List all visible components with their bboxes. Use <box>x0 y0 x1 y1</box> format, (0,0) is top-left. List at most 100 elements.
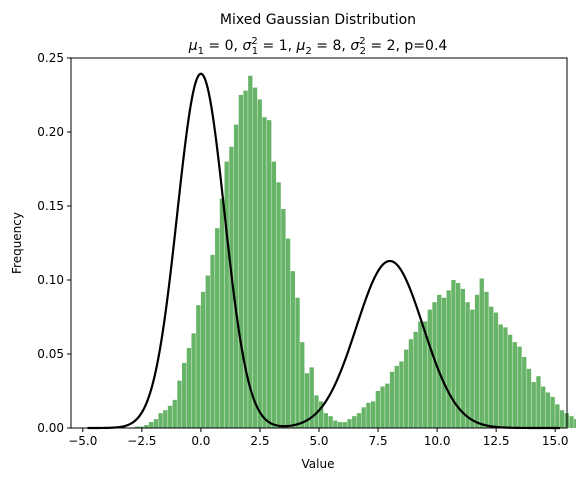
histogram-bar <box>319 401 324 428</box>
histogram-bar <box>385 383 390 428</box>
histogram-bar <box>441 297 447 428</box>
histogram-bar <box>290 271 295 428</box>
histogram-bar <box>262 117 267 428</box>
histogram-bar <box>337 422 343 428</box>
x-tick-label: 2.5 <box>250 434 269 448</box>
histogram-bar <box>163 410 168 428</box>
histogram-bar <box>144 425 149 428</box>
histogram-bar <box>460 288 466 428</box>
histogram-bar <box>432 302 437 428</box>
histogram-bar <box>455 282 461 428</box>
histogram-bar <box>489 306 494 428</box>
subtitle-mu2: 8 <box>332 38 341 54</box>
histogram-bar <box>271 161 277 428</box>
histogram-bar <box>153 419 158 428</box>
histogram-bar <box>536 376 541 428</box>
histogram-bar <box>408 339 414 428</box>
x-tick-label: −5.0 <box>68 434 97 448</box>
histogram-bar <box>309 367 314 428</box>
histogram-bar <box>389 371 395 428</box>
histogram-bar <box>186 348 192 428</box>
histogram-bar <box>404 349 409 428</box>
histogram-bar <box>281 208 286 428</box>
x-axis: −5.0 −2.5 0.0 2.5 5.0 7.5 10.0 12.5 15.0 <box>68 428 569 448</box>
histogram-bar <box>172 399 177 428</box>
histogram-bar <box>333 420 338 428</box>
histogram-bar <box>413 331 418 428</box>
histogram-bar <box>361 407 366 428</box>
histogram-bar <box>370 401 376 428</box>
x-tick-label: 5.0 <box>309 434 328 448</box>
histogram-bar <box>295 297 300 428</box>
histogram-bar <box>205 275 210 428</box>
histogram-bar <box>545 392 551 428</box>
histogram-bar <box>498 324 503 428</box>
histogram-bar <box>446 290 451 428</box>
histogram-bar <box>569 416 574 428</box>
x-tick-label: 12.5 <box>483 434 510 448</box>
histogram-bar <box>479 278 484 428</box>
histogram-bar <box>139 426 144 428</box>
y-tick-label: 0.25 <box>37 51 64 65</box>
histogram-bar <box>347 419 352 428</box>
histogram-bar <box>517 346 522 428</box>
histogram-bar <box>493 312 499 428</box>
histogram-bar <box>233 124 239 428</box>
histogram-bar <box>229 146 234 429</box>
subtitle-p: 0.4 <box>425 38 447 54</box>
histogram-bar <box>238 95 244 428</box>
subtitle-sigma1: 1 <box>279 38 288 54</box>
y-tick-label: 0.10 <box>37 273 64 287</box>
x-tick-label: 0.0 <box>191 434 210 448</box>
histogram-bar <box>196 305 201 428</box>
histogram-bar <box>328 416 333 428</box>
histogram-bar <box>526 368 532 428</box>
y-tick-label: 0.05 <box>37 347 64 361</box>
histogram-bar <box>531 382 536 428</box>
histogram-bar <box>200 291 206 428</box>
histogram-bar <box>257 99 262 428</box>
histogram-bar <box>352 416 357 428</box>
histogram-bar <box>555 404 560 428</box>
subtitle-sigma2: 2 <box>387 38 396 54</box>
histogram-bar <box>574 419 576 428</box>
histogram-bar <box>182 362 187 428</box>
histogram-bar <box>210 254 215 428</box>
histogram-bar <box>375 391 381 428</box>
histogram-bar <box>503 327 508 428</box>
y-axis-label: Frequency <box>10 212 24 274</box>
subtitle-mu1: 0 <box>225 38 234 54</box>
histogram-bar <box>522 356 527 428</box>
histogram-bar <box>427 309 432 428</box>
histogram-bar <box>304 373 310 428</box>
histogram-bar <box>252 87 258 428</box>
histogram-bar <box>285 238 291 428</box>
histogram-bar <box>550 396 555 428</box>
histogram-bar <box>215 228 220 428</box>
histogram-bar <box>394 365 399 428</box>
histogram-bar <box>167 405 173 428</box>
histogram-bar <box>342 422 347 428</box>
histogram-bar <box>451 280 456 428</box>
histogram-bar <box>507 334 513 428</box>
chart-subtitle: μ1 = 0, σ2 1 = 1, μ2 = 8, σ2 2 = 2, p=0.4 <box>188 36 448 57</box>
histogram-bar <box>177 380 182 428</box>
histogram-bar <box>356 413 362 428</box>
x-tick-label: −2.5 <box>127 434 156 448</box>
histogram-bar <box>422 321 428 428</box>
y-tick-label: 0.00 <box>37 421 64 435</box>
histogram-bar <box>191 333 196 428</box>
histogram-bar <box>267 120 272 428</box>
histogram-bar <box>470 309 475 428</box>
y-tick-label: 0.15 <box>37 199 64 213</box>
histogram-bar <box>134 426 140 428</box>
histogram-bar <box>559 410 565 428</box>
histogram-bars <box>134 75 576 429</box>
histogram-bar <box>224 161 229 428</box>
histogram-bar <box>366 402 371 428</box>
histogram-bar <box>474 294 480 428</box>
histogram-bar <box>276 182 281 428</box>
x-tick-label: 10.0 <box>424 434 451 448</box>
x-tick-label: 7.5 <box>369 434 388 448</box>
